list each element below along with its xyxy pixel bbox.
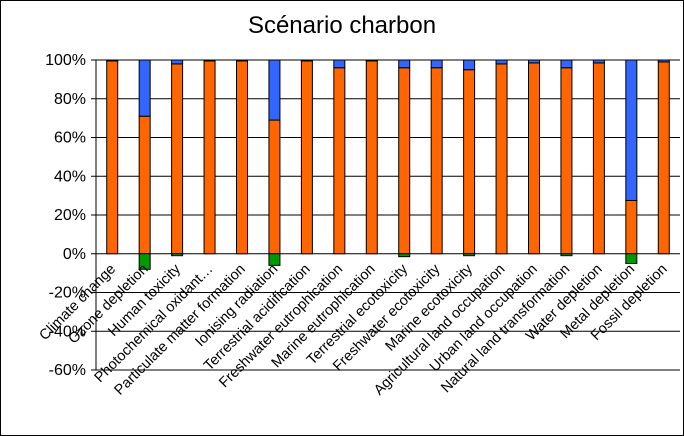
bar-segment: [171, 253, 184, 257]
bar-segment: [203, 59, 216, 62]
bar-segment: [592, 59, 605, 64]
bar-segment: [430, 67, 443, 255]
bar-segment: [333, 59, 346, 69]
y-tick-label: 100%: [45, 52, 86, 69]
bar-segment: [398, 253, 411, 258]
bar-segment: [398, 67, 411, 255]
bar-segment: [236, 59, 248, 62]
bar-segment: [463, 59, 476, 71]
bar-segment: [592, 62, 605, 255]
bar-segment: [333, 67, 346, 255]
bar-segment: [625, 59, 638, 201]
bar-segment: [560, 67, 573, 255]
bar-segment: [657, 59, 670, 63]
y-tick-label: 0%: [63, 246, 86, 263]
bar-segment: [106, 59, 119, 62]
bar-segment: [528, 62, 540, 255]
bar-segment: [625, 199, 638, 255]
bar-segment: [203, 60, 216, 255]
bar-segment: [398, 59, 411, 69]
y-tick-label: 60%: [54, 130, 86, 147]
y-tick-label: -60%: [49, 362, 86, 379]
bar-segment: [560, 253, 573, 257]
y-tick-label: -20%: [49, 285, 86, 302]
bar-segment: [657, 61, 670, 255]
bar-segment: [300, 59, 313, 62]
bar-segment: [463, 69, 476, 255]
bar-segment: [300, 60, 313, 255]
bar-segment: [171, 59, 184, 65]
bar-segment: [528, 59, 540, 64]
bar-segment: [560, 59, 573, 69]
bar-segment: [171, 63, 184, 255]
bar-segment: [268, 119, 281, 255]
bar-segment: [495, 63, 508, 255]
bar-segment: [365, 59, 378, 62]
bar-segment: [236, 60, 248, 255]
chart-title: Scénario charbon: [247, 12, 437, 39]
bar-segment: [625, 253, 638, 264]
bar-segment: [268, 59, 281, 121]
y-tick-label: -40%: [49, 323, 86, 340]
bar-segment: [268, 253, 281, 266]
y-tick-label: 20%: [54, 207, 86, 224]
y-tick-label: 40%: [54, 168, 86, 185]
bar-segment: [463, 253, 476, 257]
bar-segment: [495, 59, 508, 65]
bar-segment: [138, 115, 151, 255]
bar-segment: [430, 59, 443, 69]
bar-segment: [138, 253, 151, 270]
y-tick-label: 80%: [54, 91, 86, 108]
bar-segment: [138, 59, 151, 117]
bar-segment: [106, 60, 119, 255]
bar-segment: [365, 60, 378, 255]
